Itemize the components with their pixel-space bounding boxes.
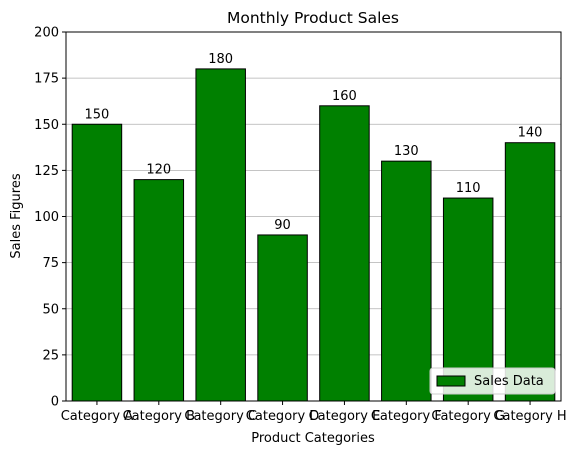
x-tick-label: Category E — [309, 409, 381, 424]
x-axis-label: Product Categories — [251, 431, 375, 446]
bar — [442, 197, 494, 402]
data-label: 160 — [332, 89, 357, 104]
x-tick-label: Category H — [493, 409, 566, 424]
x-tick-label: Category D — [246, 409, 320, 424]
data-label: 110 — [456, 181, 481, 196]
legend-label: Sales Data — [474, 374, 544, 389]
data-label: 140 — [518, 126, 543, 141]
x-tick-label: Category C — [184, 409, 257, 424]
bar — [71, 123, 123, 402]
y-tick-label: 200 — [34, 26, 59, 41]
x-tick-label: Category A — [61, 409, 134, 424]
y-axis-ticks: 0 25 50 75 100 125 150 175 200 — [34, 26, 66, 410]
y-tick-label: 0 — [51, 395, 59, 410]
data-label: 90 — [274, 218, 291, 233]
x-tick-label: Category B — [123, 409, 195, 424]
data-label: 150 — [85, 107, 110, 122]
data-label: 120 — [146, 163, 171, 178]
y-tick-label: 50 — [42, 302, 59, 317]
x-tick-label: Category F — [371, 409, 442, 424]
y-tick-label: 25 — [42, 348, 59, 363]
y-tick-label: 150 — [34, 118, 59, 133]
y-tick-label: 100 — [34, 210, 59, 225]
x-tick-label: Category G — [431, 409, 505, 424]
data-label: 130 — [394, 144, 419, 159]
legend: Sales Data — [429, 367, 556, 395]
y-tick-label: 125 — [34, 164, 59, 179]
legend-box — [429, 367, 556, 395]
y-tick-label: 175 — [34, 72, 59, 87]
bar — [319, 105, 370, 402]
bar — [257, 234, 308, 402]
bars — [71, 68, 556, 402]
bar — [504, 142, 556, 402]
bar — [195, 68, 246, 402]
y-tick-label: 75 — [42, 256, 59, 271]
bar — [381, 160, 432, 402]
data-label: 180 — [208, 52, 233, 67]
y-axis-label: Sales Figures — [9, 173, 24, 258]
chart-title: Monthly Product Sales — [227, 9, 399, 27]
legend-swatch — [436, 375, 466, 387]
data-labels: 150 120 180 90 160 130 110 140 — [85, 52, 543, 233]
bar — [133, 179, 185, 402]
